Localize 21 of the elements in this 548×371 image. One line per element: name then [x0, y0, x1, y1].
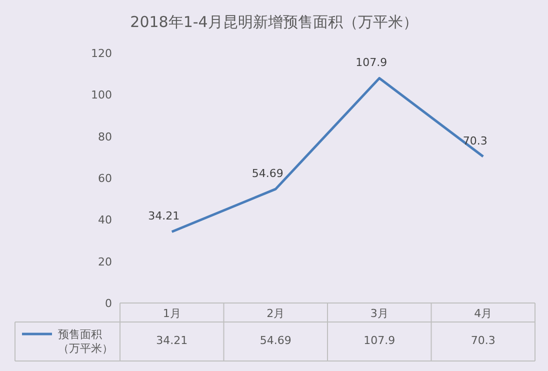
data-label: 70.3	[470, 334, 496, 347]
y-tick-label: 120	[91, 47, 112, 60]
y-tick-label: 40	[98, 214, 112, 227]
text: 54.69	[252, 167, 284, 180]
data-label: 34.21	[156, 334, 188, 347]
y-tick-label: 60	[98, 172, 112, 185]
y-tick-label: 20	[98, 255, 112, 268]
x-tick-label: 2月	[266, 307, 285, 320]
text: 34.21	[148, 210, 180, 223]
y-tick-label: 100	[91, 88, 112, 102]
text: 70.3	[462, 134, 488, 148]
x-tick-label: 4月	[474, 307, 492, 320]
data-label: 54.69	[260, 334, 292, 347]
chart-title: 2018年1-4月昆明新增预售面积（万平米）	[130, 13, 418, 31]
y-tick-label: 0	[105, 297, 112, 310]
y-tick-label: 80	[98, 130, 112, 144]
data-label: 107.9	[364, 334, 396, 347]
text: 107.9	[356, 56, 388, 70]
x-tick-label: 3月	[370, 307, 388, 320]
x-tick-label: 1月	[162, 307, 181, 320]
legend-label: 预售面积（万平米）	[58, 328, 113, 355]
